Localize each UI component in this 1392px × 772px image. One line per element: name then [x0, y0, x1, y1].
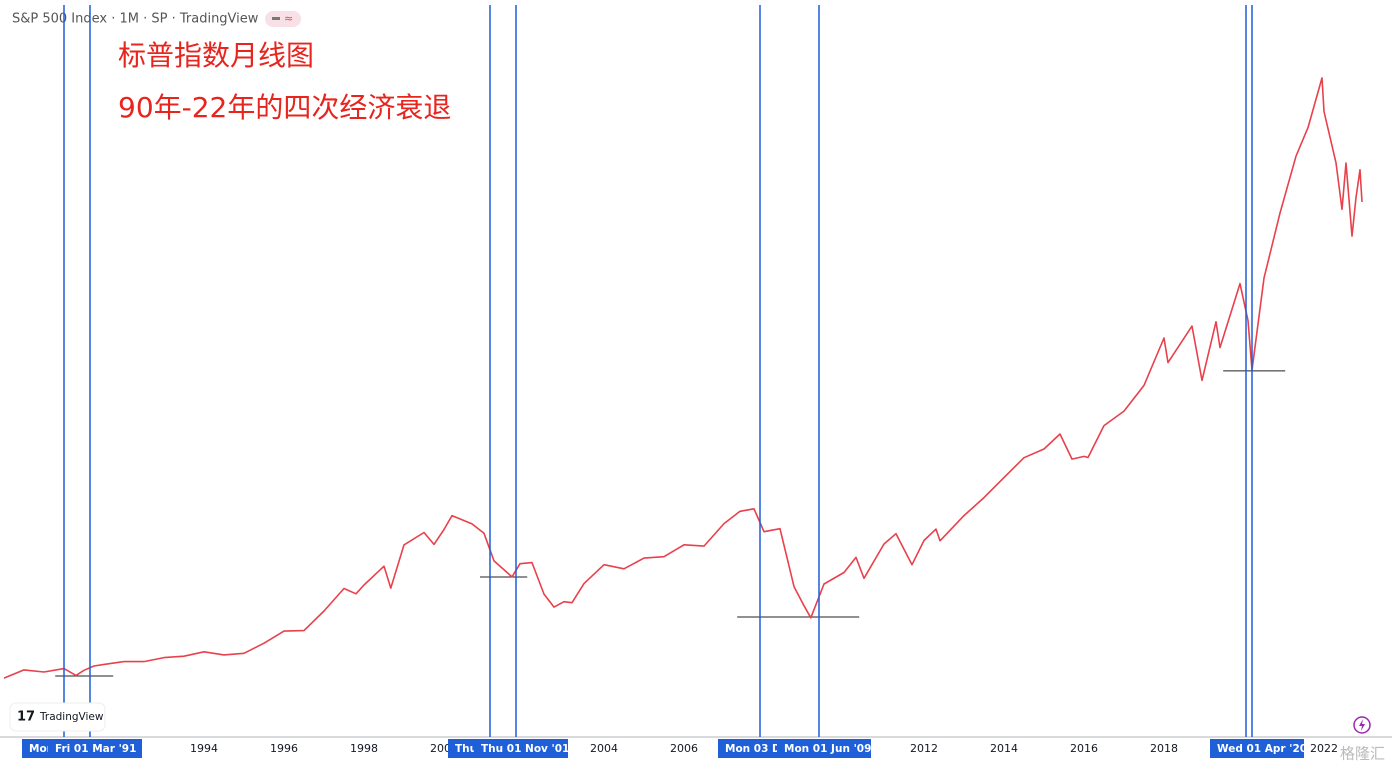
status-icon: ≈ [284, 12, 293, 25]
date-label: Thu 01 Nov '01 [474, 739, 569, 758]
date-label-text: Mon [29, 743, 54, 755]
plot: 1992199419961998200020022004200620082010… [3, 5, 1363, 758]
annotation: 标普指数月线图 [118, 39, 314, 72]
lightning-icon[interactable] [1353, 716, 1371, 734]
logo-box [9, 702, 106, 732]
source-watermark: 格隆汇 [1340, 745, 1385, 763]
chart-header: S&P 500 Index · 1M · SP · TradingView [12, 12, 259, 27]
date-label-text: Mon 03 Dec [725, 743, 794, 755]
date-label-text: Wed 01 Apr '20 [1217, 743, 1307, 755]
date-label-box [1210, 739, 1304, 758]
date-label: Mon 01 Jun '09 [777, 739, 871, 758]
date-label-text: Mon 01 Jun '09 [784, 743, 871, 755]
x-tick-label: 2016 [1070, 742, 1098, 755]
x-tick-label: 2022 [1310, 742, 1338, 755]
date-label-text: Thu 01 Nov '01 [481, 743, 569, 755]
x-tick-label: 2014 [990, 742, 1018, 755]
status-pill [265, 11, 301, 27]
date-label-text: Thu [455, 743, 477, 755]
status-icon [272, 17, 280, 20]
date-label-box [777, 739, 871, 758]
x-tick-label: 2012 [910, 742, 938, 755]
date-label-box [48, 739, 142, 758]
price-line [3, 77, 1363, 679]
x-tick-label: 2006 [670, 742, 698, 755]
x-tick-label: 2018 [1150, 742, 1178, 755]
annotation: 90年-22年的四次经济衰退 [118, 91, 451, 124]
logo-icon: 17 [17, 710, 35, 725]
x-tick-label: 1996 [270, 742, 298, 755]
date-label: Wed 01 Apr '20 [1210, 739, 1307, 758]
x-tick-label: 1998 [350, 742, 378, 755]
date-label: Fri 01 Mar '91 [48, 739, 142, 758]
x-tick-label: 1994 [190, 742, 218, 755]
date-label-text: Fri 01 Mar '91 [55, 743, 136, 755]
watermark: TradingView [39, 711, 104, 723]
date-label-box [474, 739, 568, 758]
lightning-icon [1359, 719, 1365, 731]
x-tick-label: 2004 [590, 742, 618, 755]
